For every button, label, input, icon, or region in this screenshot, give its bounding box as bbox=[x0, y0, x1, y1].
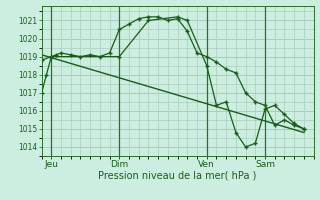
X-axis label: Pression niveau de la mer( hPa ): Pression niveau de la mer( hPa ) bbox=[99, 171, 257, 181]
